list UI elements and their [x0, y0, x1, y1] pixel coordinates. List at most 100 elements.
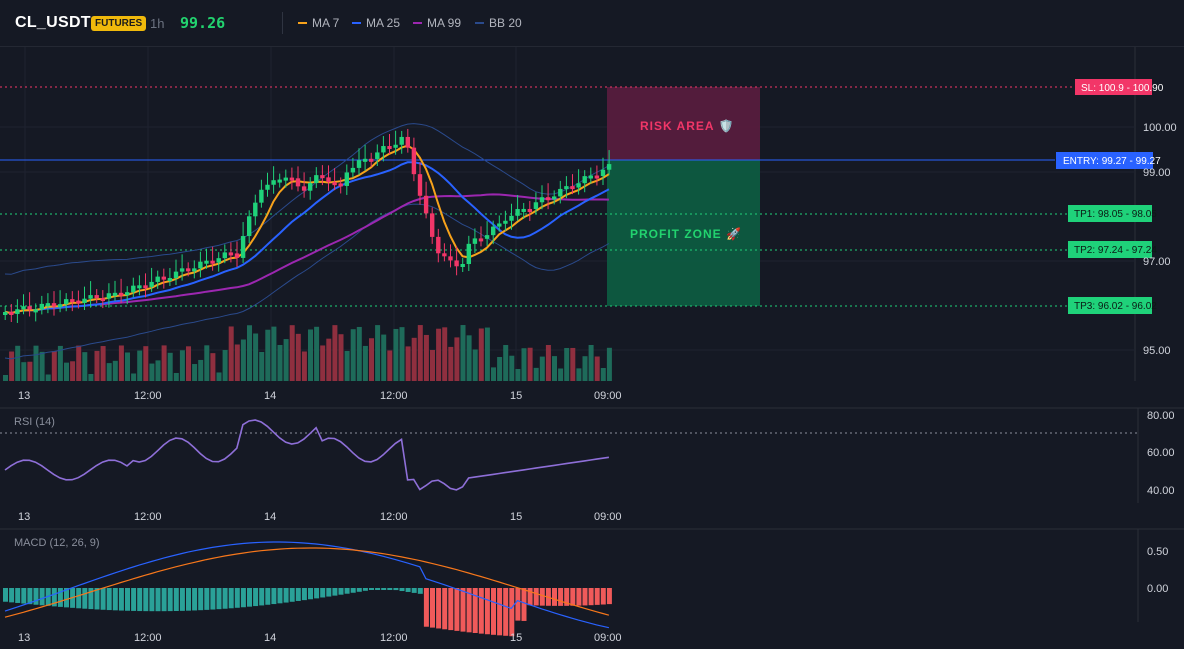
- macd-hist-bar: [350, 588, 356, 593]
- time-axis-main: 13 12:00 14 12:00 15 09:00: [18, 390, 622, 402]
- macd-tick: 0.50: [1147, 546, 1168, 558]
- volume-bar: [545, 345, 551, 381]
- candle-body: [369, 158, 374, 162]
- candle-body: [594, 175, 600, 179]
- time-tick: 12:00: [380, 390, 408, 402]
- candle-body: [503, 220, 508, 224]
- macd-hist-bar: [338, 588, 344, 595]
- tp2-label: TP2: 97.24 - 97.24: [1074, 245, 1157, 256]
- candle-body: [51, 303, 57, 307]
- futures-badge: FUTURES: [91, 16, 147, 31]
- legend-bb20[interactable]: BB 20: [475, 16, 522, 30]
- macd-hist-bar: [198, 588, 204, 611]
- volume-bar: [570, 347, 576, 381]
- candle-body: [338, 183, 343, 187]
- legend-ma25-label: MA 25: [366, 16, 401, 30]
- candle-body: [234, 253, 240, 258]
- time-axis-rsi: 13 12:00 14 12:00 15 09:00: [18, 511, 622, 523]
- candle-body: [332, 182, 337, 186]
- symbol-name[interactable]: CL_USDT: [15, 14, 91, 31]
- macd-hist-bar: [472, 588, 478, 634]
- candle-body: [509, 215, 514, 221]
- volume-bar: [234, 344, 240, 381]
- candle-body: [387, 146, 392, 150]
- tp1-label-bg: [1068, 205, 1152, 222]
- volume-bar: [332, 325, 338, 381]
- macd-hist-bar: [521, 588, 527, 621]
- macd-hist-bar: [283, 588, 289, 603]
- volume-bar: [253, 333, 259, 381]
- candle-body: [76, 300, 81, 304]
- candle-body: [442, 253, 447, 257]
- candle-body: [70, 299, 75, 303]
- candle-body: [33, 309, 38, 313]
- price-tick: 95.00: [1143, 345, 1171, 357]
- legend-ma25[interactable]: MA 25: [352, 16, 400, 30]
- macd-hist-bar: [582, 588, 588, 606]
- volume-bar: [381, 334, 387, 381]
- candle-body: [186, 268, 191, 272]
- volume-bar: [265, 329, 271, 381]
- candle-body: [216, 258, 221, 263]
- time-tick: 15: [510, 390, 522, 402]
- price-tick: 99.00: [1143, 167, 1171, 179]
- candle-body: [161, 276, 166, 280]
- candle-body: [533, 202, 539, 209]
- time-tick: 12:00: [134, 511, 162, 523]
- candle-body: [588, 175, 593, 179]
- macd-hist-bar: [295, 588, 301, 601]
- macd-hist-bar: [405, 588, 411, 592]
- macd-hist-bar: [167, 588, 173, 612]
- volume-bar: [387, 350, 393, 381]
- timeframe-selector[interactable]: 1h: [150, 16, 165, 31]
- volume-bar: [106, 363, 112, 381]
- macd-hist-bar: [600, 588, 606, 605]
- macd-hist-bar: [155, 588, 161, 612]
- candle-body: [552, 196, 557, 200]
- candle-body: [283, 177, 288, 181]
- macd-hist-bar: [606, 588, 612, 605]
- candle-body: [326, 177, 331, 183]
- candle-body: [576, 183, 581, 188]
- macd-hist-bar: [411, 588, 417, 593]
- volume-bar: [3, 375, 8, 381]
- profit-zone: [607, 160, 760, 306]
- candle-body: [253, 202, 258, 217]
- volume-bar: [314, 326, 320, 381]
- volume-bar: [222, 350, 228, 381]
- macd-hist-bar: [125, 588, 130, 611]
- candle-body: [259, 189, 264, 203]
- legend-ma7[interactable]: MA 7: [298, 16, 339, 30]
- volume-bar: [277, 344, 283, 381]
- chart-header: CL_USDT FUTURES 1h 99.26 MA 7 MA 25 MA 9…: [0, 0, 1184, 47]
- candle-body: [27, 306, 32, 310]
- candle-body: [582, 176, 587, 184]
- candle-body: [314, 175, 319, 184]
- volume-bar: [70, 361, 76, 381]
- volume-bar: [350, 329, 356, 381]
- volume-bar: [186, 346, 191, 381]
- volume-bar: [228, 326, 234, 381]
- volume-bar: [192, 364, 198, 381]
- bb20-swatch-icon: [475, 22, 484, 24]
- volume-bar: [27, 361, 33, 381]
- macd-hist-bar: [143, 588, 149, 612]
- legend-ma99[interactable]: MA 99: [413, 16, 461, 30]
- macd-hist-bar: [552, 588, 557, 606]
- volume-bar: [64, 362, 69, 381]
- macd-hist-bar: [466, 588, 472, 633]
- entry-label-bg: [1056, 152, 1153, 169]
- last-price: 99.26: [180, 14, 226, 32]
- volume-bar: [149, 363, 155, 381]
- candle-body: [515, 209, 520, 216]
- candle-body: [393, 144, 398, 148]
- candle-body: [198, 261, 203, 269]
- macd-hist-bar: [216, 588, 222, 610]
- legend-ma99-label: MA 99: [427, 16, 462, 30]
- volume-bar: [308, 329, 313, 381]
- macd-hist-bar: [423, 588, 429, 627]
- macd-hist-bar: [253, 588, 259, 607]
- macd-hist-bar: [387, 588, 393, 590]
- macd-hist-bar: [173, 588, 179, 612]
